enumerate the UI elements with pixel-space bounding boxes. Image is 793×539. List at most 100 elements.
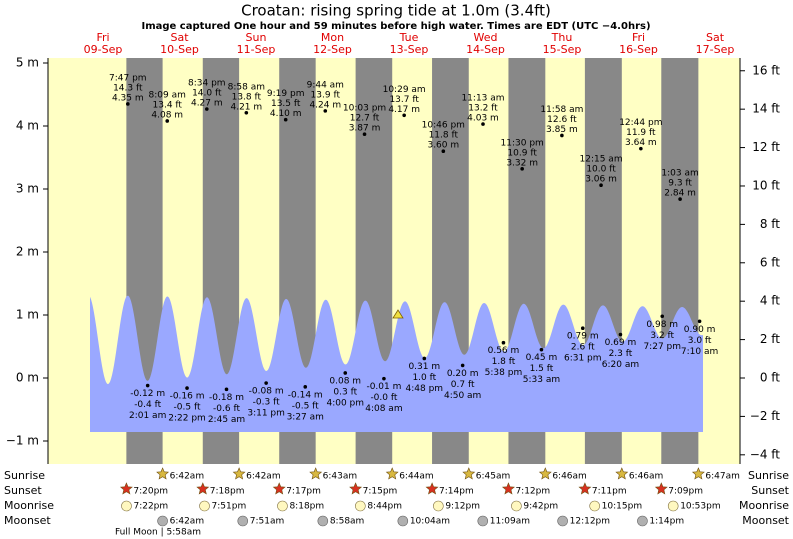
sunrise-icon (615, 467, 629, 480)
y2-tick-label: 10 ft (752, 178, 780, 192)
tide-time: 3:11 pm (247, 409, 285, 419)
sunset-time: 7:14pm (439, 487, 474, 497)
moonrise-icon (277, 500, 288, 512)
sunrise-icon (385, 467, 399, 480)
tide-ft: 9.3 ft (668, 179, 692, 189)
sunrise-time: 6:42am (170, 472, 205, 482)
sunrise-time: 6:46am (552, 472, 587, 482)
moonset-time: 10:04am (410, 517, 450, 527)
tide-ft: 3.0 ft (688, 336, 712, 346)
tide-m: 0.69 m (605, 338, 637, 348)
day-name: Thu (551, 31, 573, 44)
tide-point (323, 109, 328, 113)
tide-m: 3.60 m (427, 141, 459, 151)
sunrise-icon (232, 467, 246, 480)
moon-phase: Full Moon | 5:58am (115, 528, 201, 538)
tide-ft: 12.7 ft (350, 114, 380, 124)
day-name: Fri (96, 31, 109, 44)
moonrise-time: 8:18pm (289, 502, 324, 512)
tide-time: 10:29 am (383, 85, 426, 95)
day-date: 13-Sep (390, 43, 429, 56)
tide-time: 10:46 pm (422, 121, 465, 131)
moonset-icon (157, 515, 168, 527)
tide-ft: 11.8 ft (429, 131, 459, 141)
day-date: 11-Sep (237, 43, 276, 56)
sunset-time: 7:18pm (210, 487, 245, 497)
moonrise-time: 7:51pm (212, 502, 247, 512)
row-label: Moonrise (4, 499, 54, 512)
day-name: Sat (706, 31, 725, 44)
tide-m: 0.20 m (447, 369, 479, 379)
tide-time: 11:13 am (461, 94, 504, 104)
day-name: Wed (474, 31, 498, 44)
moonrise-time: 8:44pm (367, 502, 402, 512)
moonset-icon (557, 515, 568, 527)
now-marker (392, 309, 404, 319)
tide-ft: 2.3 ft (609, 349, 633, 359)
tide-m: 4.21 m (230, 102, 262, 112)
tide-m: 3.32 m (506, 158, 538, 168)
tide-time: 9:19 pm (267, 89, 305, 99)
sunset-time: 7:12pm (515, 487, 550, 497)
tide-time: 7:27 pm (643, 342, 681, 352)
tide-m: 3.64 m (625, 138, 657, 148)
sunrise-icon (309, 467, 323, 480)
tide-m: 0.08 m (329, 376, 361, 386)
tide-point (520, 167, 524, 171)
sunset-icon (654, 482, 668, 495)
tide-time: 7:10 am (681, 347, 718, 357)
day-name: Mon (321, 31, 344, 44)
tide-ft: 11.9 ft (626, 128, 656, 138)
day-date: 14-Sep (466, 43, 505, 56)
tide-time: 6:31 pm (564, 354, 602, 364)
moonrise-icon (199, 500, 210, 512)
day-date: 10-Sep (160, 43, 199, 56)
moonset-time: 6:42am (170, 517, 205, 527)
sunrise-icon (462, 467, 476, 480)
tide-time: 8:34 pm (188, 78, 226, 88)
tide-ft: 10.0 ft (586, 165, 616, 175)
moonrise-icon (121, 500, 132, 512)
tide-m: -0.01 m (366, 382, 401, 392)
tide-point (343, 371, 348, 375)
tide-point (678, 197, 682, 201)
moonset-icon (637, 515, 648, 527)
sunset-time: 7:11pm (592, 487, 627, 497)
tide-ft: 13.8 ft (232, 92, 262, 102)
moonrise-time: 10:53pm (680, 502, 720, 512)
tide-m: 4.27 m (191, 98, 223, 108)
sunrise-icon (691, 467, 705, 480)
y-tick-label: 3 m (16, 182, 39, 196)
tide-point (481, 122, 485, 126)
moonset-time: 11:09am (490, 517, 530, 527)
tide-point (126, 102, 130, 106)
tide-ft: 13.2 ft (468, 104, 498, 114)
tide-ft: 10.9 ft (507, 148, 537, 158)
sunrise-time: 6:44am (399, 472, 434, 482)
chart-title: Croatan: rising spring tide at 1.0m (3.4… (241, 2, 551, 20)
moonrise-icon (667, 500, 679, 512)
tide-m: 3.87 m (349, 124, 381, 134)
chart-subtitle: Image captured One hour and 59 minutes b… (141, 21, 650, 32)
tide-point (697, 319, 702, 324)
y-tick-label: 2 m (16, 245, 39, 259)
tide-ft: 14.3 ft (113, 83, 143, 93)
tide-m: 0.56 m (488, 346, 520, 356)
tide-m: 4.10 m (270, 109, 302, 119)
tide-point (618, 332, 623, 337)
moonrise-icon (511, 500, 522, 512)
sunset-icon (501, 482, 515, 495)
sunrise-icon (538, 467, 552, 480)
tide-time: 7:47 pm (109, 73, 147, 83)
tide-m: 3.06 m (585, 175, 617, 185)
tide-ft: 13.4 ft (153, 100, 183, 110)
tide-time: 6:20 am (602, 360, 639, 370)
day-name: Sun (246, 31, 267, 44)
sunrise-time: 6:47am (705, 472, 740, 482)
moonset-icon (237, 515, 249, 527)
sunrise-icon (156, 467, 170, 480)
tide-ft: -0.4 ft (134, 400, 161, 410)
tide-m: -0.18 m (209, 393, 244, 403)
tide-point (460, 363, 465, 368)
y2-tick-label: 4 ft (760, 294, 780, 308)
